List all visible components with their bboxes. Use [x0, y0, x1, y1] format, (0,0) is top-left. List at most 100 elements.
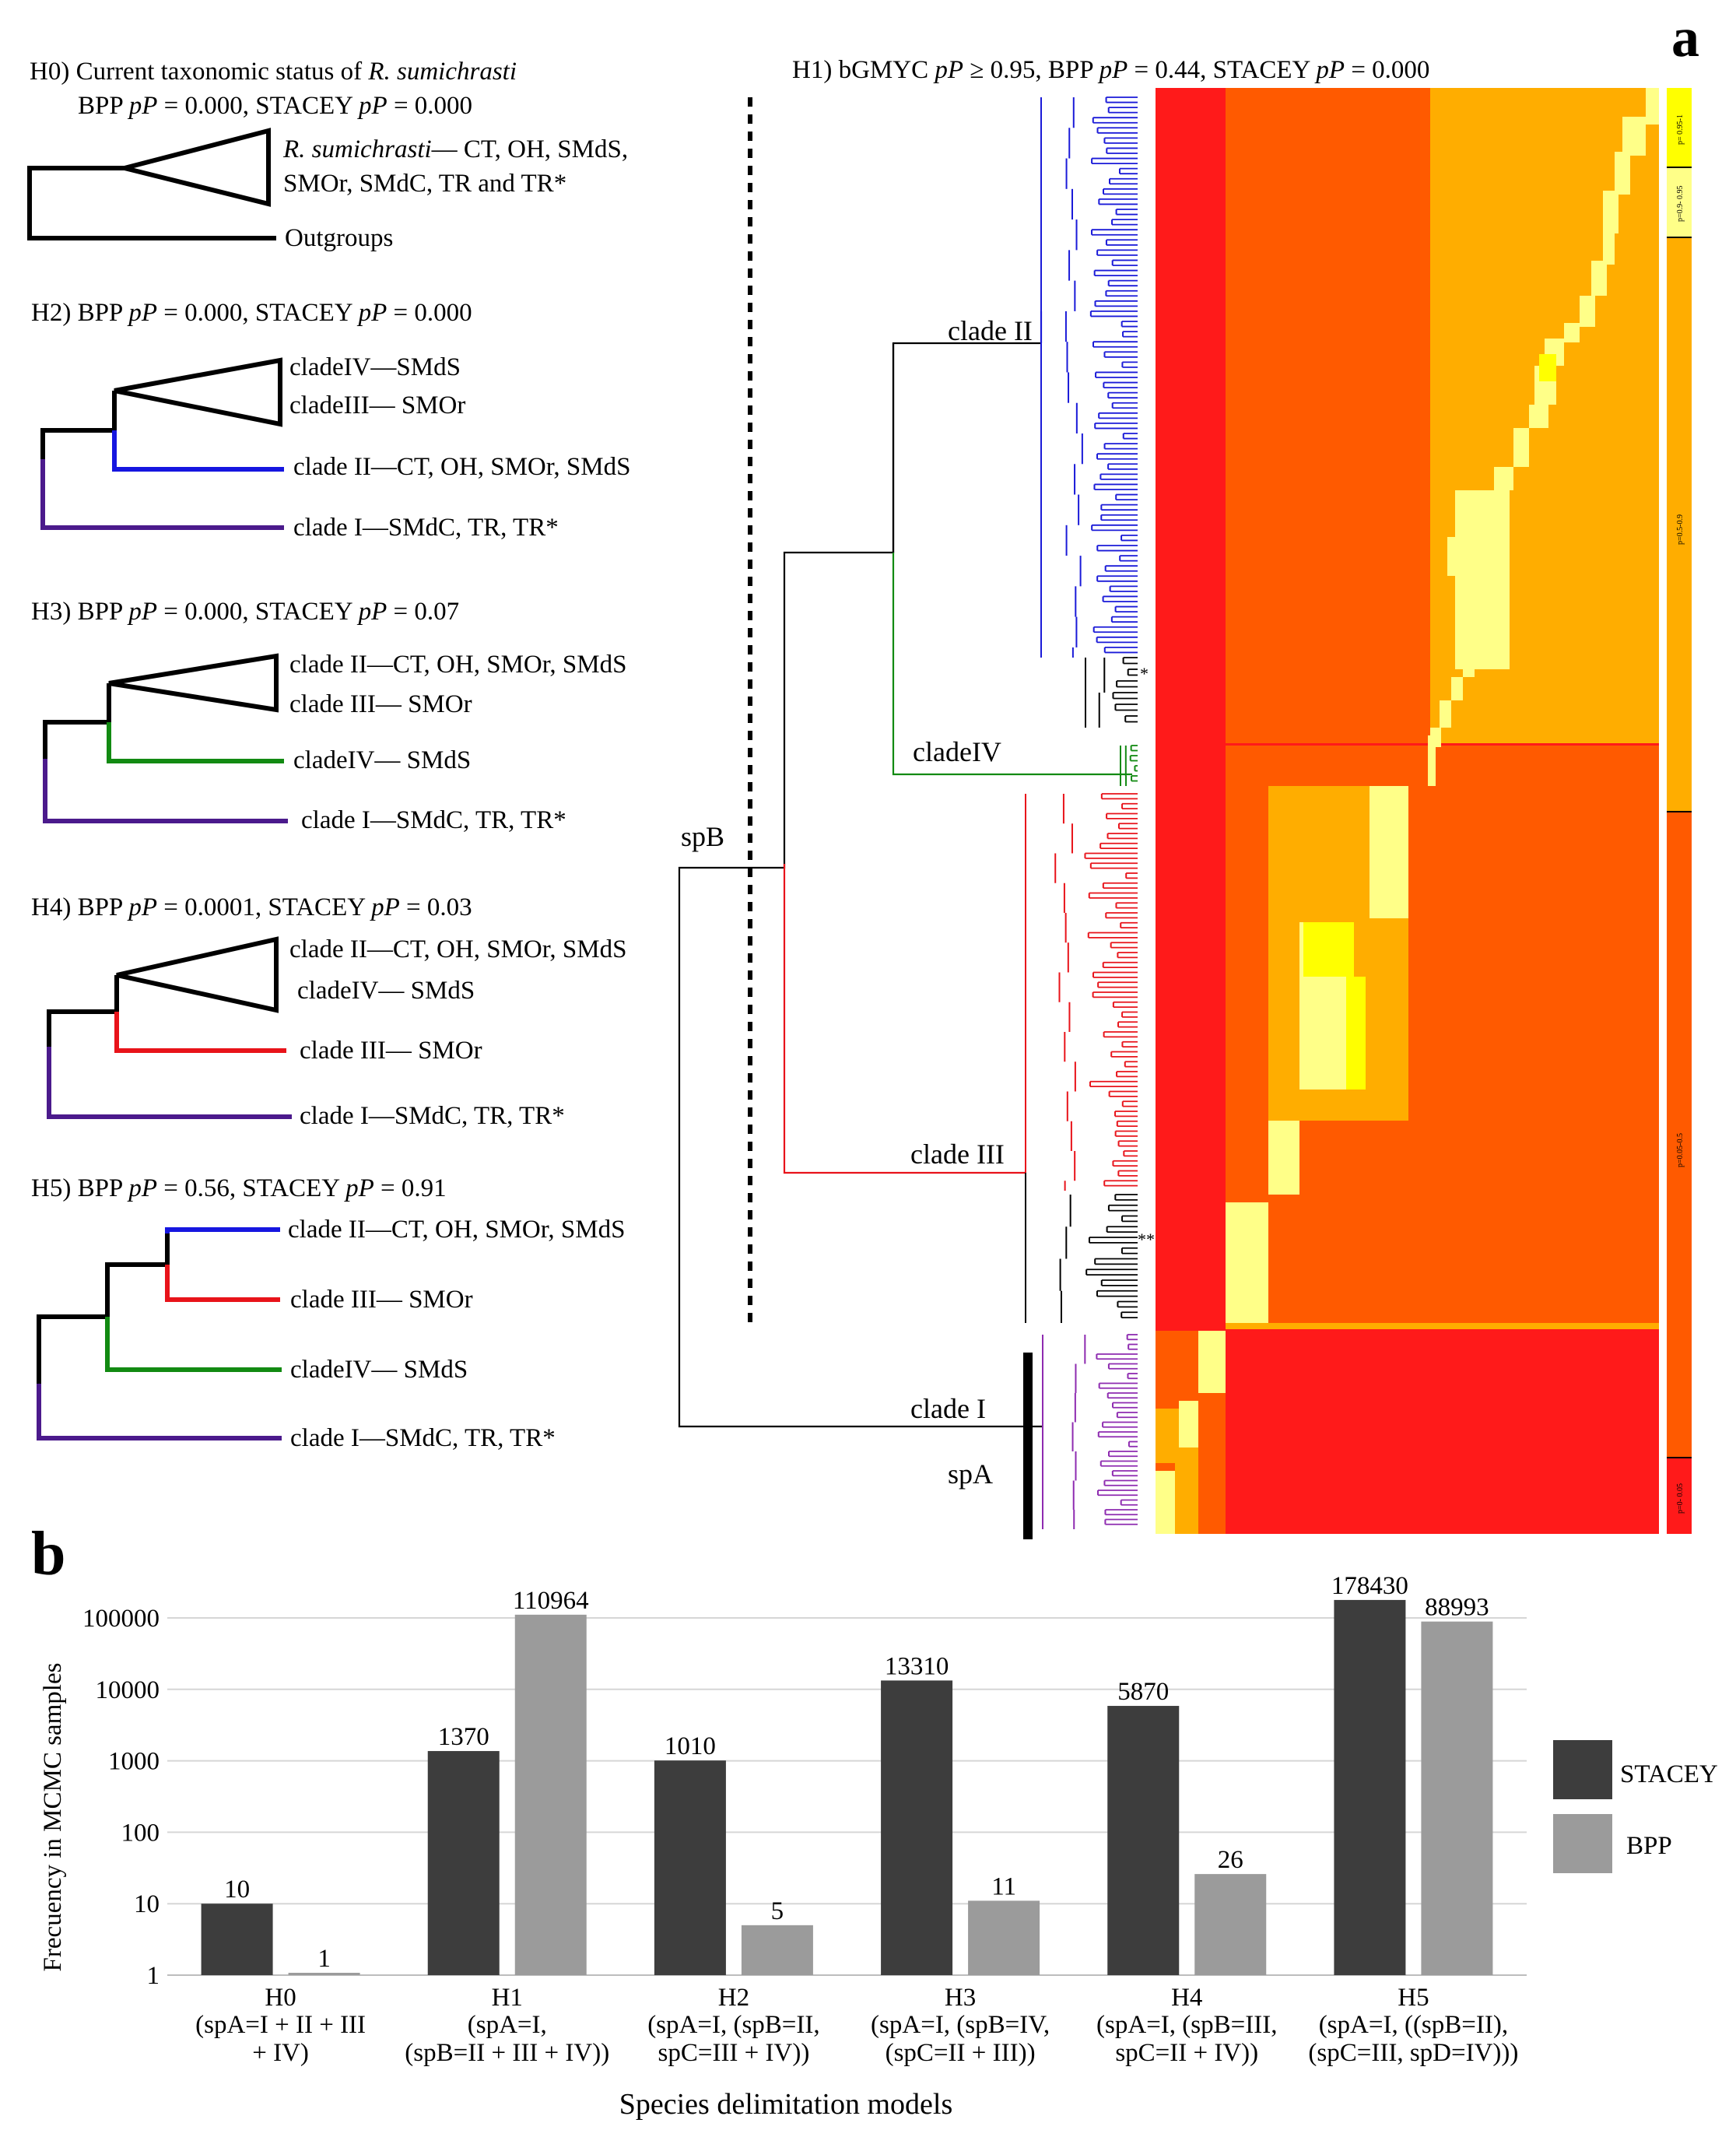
heat-diag-20: [1440, 700, 1451, 728]
y-tick-10: 10: [134, 1890, 160, 1918]
h0-clade-line2: SMOr, SMdC, TR and TR*: [283, 170, 566, 198]
h4-stats: H4) BPP pP = 0.0001, STACEY pP = 0.03: [31, 893, 472, 921]
tree-label-spb: spB: [681, 821, 724, 852]
bgmyc-heatmap: [1156, 88, 1659, 1534]
h0-clade-line1: R. sumichrasti— CT, OH, SMdS,: [282, 135, 628, 163]
heat-sub-2: [1370, 786, 1408, 918]
heat-diag-11: [1513, 428, 1529, 467]
x-tick-h4: H4: [1171, 1984, 1202, 2012]
h2-label-clade-iv: cladeIV—SMdS: [289, 353, 461, 381]
x-tick-h3: H3: [945, 1984, 976, 2012]
heat-diag-7: [1564, 323, 1580, 342]
heat-sub-6: [1346, 977, 1366, 1090]
heat-diag-0: [1646, 88, 1659, 125]
tree-label-spa: spA: [948, 1458, 993, 1490]
legend-swatch-bpp: [1553, 1814, 1612, 1873]
x-sublabel-h3-1: (spC=II + III)): [886, 2039, 1036, 2067]
x-sublabel-h0-1: + IV): [252, 2039, 309, 2067]
scale-label-2: p=0.9- 0.95: [1676, 186, 1685, 222]
bar-stacey-h3: [881, 1680, 953, 1975]
scale-label-5: p=0- 0.05: [1676, 1483, 1685, 1514]
h3-tree: [43, 653, 288, 823]
x-sublabel-h1-0: (spA=I,: [468, 2011, 547, 2039]
x-sublabel-h4-1: spC=II + IV)): [1115, 2039, 1258, 2067]
y-tick-100: 100: [121, 1819, 160, 1847]
heat-sub-5: [1303, 922, 1354, 977]
x-tick-h2: H2: [718, 1984, 749, 2012]
heat-i-5: [1175, 1463, 1198, 1534]
heat-diag-10: [1529, 405, 1548, 428]
h2-stats: H2) BPP pP = 0.000, STACEY pP = 0.000: [31, 299, 472, 327]
y-tick-100000: 100000: [82, 1605, 160, 1633]
h2-tree: [40, 357, 284, 530]
h5-tree: [37, 1227, 282, 1440]
tree-label-clade-ii: clade II: [948, 315, 1033, 346]
x-tick-h5: H5: [1398, 1984, 1429, 2012]
tree-label-clade-iv: cladeIV: [913, 736, 1001, 767]
data-label-bpp-h3: 11: [991, 1872, 1016, 1900]
h2-label-clade-iii: cladeIII— SMOr: [289, 391, 465, 419]
h3-label-clade-iv: cladeIV— SMdS: [293, 746, 471, 774]
heat-diag-6: [1580, 296, 1595, 327]
scale-label-3: p=0.5-0.9: [1676, 514, 1685, 545]
h0-outgroups: Outgroups: [285, 224, 393, 252]
scale-p-05-09: [1667, 237, 1692, 812]
h4-label-clade-i: clade I—SMdC, TR, TR*: [300, 1102, 565, 1130]
bar-bpp-h5: [1421, 1621, 1493, 1975]
bar-stacey-h0: [201, 1904, 273, 1975]
y-axis-label: Frecuency in MCMC samples: [39, 1663, 67, 1972]
heat-diag-hi: [1539, 354, 1556, 381]
tree-label-clade-iii: clade III: [910, 1139, 1005, 1170]
data-label-bpp-h2: 5: [771, 1897, 784, 1925]
bar-bpp-h3: [968, 1900, 1040, 1975]
scale-p-09-095: [1667, 167, 1692, 237]
heat-iv: [1428, 735, 1436, 786]
bar-stacey-h2: [654, 1760, 726, 1975]
x-sublabel-h2-1: spC=III + IV)): [658, 2039, 809, 2067]
legend-label-stacey: STACEY: [1620, 1760, 1718, 1788]
scale-p-095-1: [1667, 88, 1692, 167]
heat-diag-block: [1455, 490, 1510, 669]
bar-bpp-h2: [741, 1925, 813, 1975]
legend: STACEY BPP: [1553, 1740, 1718, 1873]
h5-label-clade-i: clade I—SMdC, TR, TR*: [290, 1424, 556, 1452]
legend-label-bpp: BPP: [1626, 1832, 1672, 1860]
panel-b-label: b: [31, 1520, 66, 1588]
legend-swatch-stacey: [1553, 1740, 1612, 1799]
data-label-stacey-h1: 1370: [438, 1723, 489, 1751]
h5-stats: H5) BPP pP = 0.56, STACEY pP = 0.91: [31, 1174, 447, 1202]
data-label-stacey-h2: 1010: [665, 1732, 716, 1760]
h1-title: H1) bGMYC pP ≥ 0.95, BPP pP = 0.44, STAC…: [792, 56, 1429, 84]
x-sublabel-h0-0: (spA=I + II + III: [195, 2011, 366, 2039]
heat-sub-8: [1226, 1202, 1268, 1323]
hypotheses-panel: H0) Current taxonomic status of R. sumic…: [27, 58, 630, 1452]
scale-p-0-005: [1667, 1458, 1692, 1534]
h0-tree: [27, 128, 276, 240]
data-label-bpp-h0: 1: [317, 1945, 331, 1973]
x-tick-h1: H1: [492, 1984, 523, 2012]
data-label-stacey-h0: 10: [224, 1876, 250, 1904]
data-label-stacey-h5: 178430: [1331, 1572, 1408, 1600]
hypothesis-h0: H0) Current taxonomic status of R. sumic…: [27, 58, 628, 252]
x-tick-h0: H0: [265, 1984, 296, 2012]
bar-bpp-h4: [1194, 1874, 1267, 1975]
hypothesis-h4: H4) BPP pP = 0.0001, STACEY pP = 0.03 cl…: [31, 893, 626, 1130]
scale-label-4: p=0.05-0.5: [1676, 1133, 1685, 1167]
bar-chart: 10 1 1370 110964 1010 5 13310 11 5870 26 178430 889…: [82, 1572, 1527, 2067]
heat-i-1: [1198, 1331, 1226, 1393]
tree-asterisk-1: *: [1140, 664, 1149, 683]
heat-diag-4: [1603, 233, 1615, 265]
h3-label-clade-ii: clade II—CT, OH, SMOr, SMdS: [289, 651, 626, 679]
bar-bpp-h1: [514, 1614, 587, 1975]
hypothesis-h2: H2) BPP pP = 0.000, STACEY pP = 0.000 cl…: [31, 299, 630, 542]
heat-diag-5: [1591, 261, 1607, 296]
x-sublabel-h5-1: (spC=III, spD=IV))): [1308, 2039, 1518, 2067]
heat-i-4: [1156, 1471, 1175, 1534]
scale-p-005-05: [1667, 812, 1692, 1458]
y-tick-1000: 1000: [108, 1748, 160, 1776]
h3-label-clade-iii: clade III— SMOr: [289, 690, 472, 718]
heat-i-3: [1179, 1401, 1198, 1447]
data-label-bpp-h4: 26: [1218, 1846, 1243, 1874]
h2-label-clade-ii: clade II—CT, OH, SMOr, SMdS: [293, 453, 630, 481]
bar-bpp-h0: [288, 1973, 360, 1975]
